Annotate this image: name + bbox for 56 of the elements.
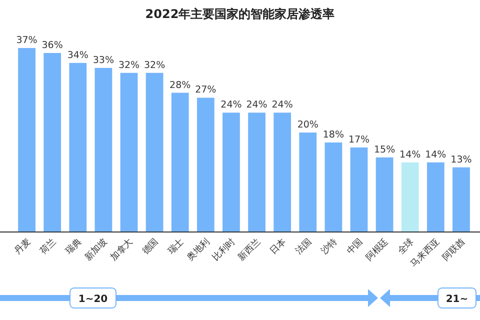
data-label: 18%	[322, 129, 344, 140]
text: 21~	[446, 294, 468, 305]
data-label: 36%	[42, 40, 63, 51]
data-label: 37%	[16, 35, 38, 46]
bar	[222, 112, 240, 232]
x-tick-label: 荷兰	[38, 236, 58, 257]
x-tick-label: 加拿大	[108, 236, 136, 264]
x-tick-label: 德国	[140, 236, 161, 257]
bar	[299, 132, 317, 232]
x-tick-label: 丹麦	[12, 236, 33, 257]
bar	[248, 112, 266, 232]
bar	[274, 112, 292, 232]
data-label: 14%	[425, 149, 446, 160]
x-tick-label: 新加坡	[82, 236, 110, 264]
x-tick-label: 沙特	[319, 236, 340, 257]
x-tick-label: 日本	[268, 236, 288, 257]
x-tick-label: 中国	[344, 236, 366, 257]
x-tick-label: 奥地利	[184, 236, 212, 264]
bar	[350, 147, 368, 232]
x-tick-label: 瑞典	[64, 236, 84, 257]
bar	[94, 68, 112, 232]
data-label: 14%	[400, 149, 421, 160]
data-label: 27%	[195, 84, 216, 96]
x-tick-label: 瑞士	[166, 236, 186, 257]
x-tick-label: 新西兰	[236, 236, 263, 264]
x-tick-label: 法国	[294, 236, 314, 257]
data-label: 32%	[144, 60, 166, 71]
bar	[324, 142, 342, 232]
data-label: 17%	[348, 134, 370, 146]
bar	[376, 157, 394, 232]
data-label: 13%	[450, 154, 472, 166]
bar	[44, 52, 62, 232]
data-label: 32%	[118, 60, 140, 71]
bar	[426, 162, 444, 232]
chart-title: 2022年主要国家的智能家居渗透率	[145, 7, 335, 21]
x-tick-label: 比利时	[210, 236, 238, 264]
bar	[18, 48, 36, 232]
bar	[196, 98, 214, 232]
data-label: 33%	[92, 54, 114, 66]
x-tick-label: 全球	[396, 236, 416, 257]
bar	[69, 62, 87, 232]
data-label: 24%	[220, 100, 242, 111]
x-tick-label: 阿根廷	[364, 236, 391, 264]
bar	[171, 92, 189, 232]
data-label: 24%	[272, 100, 293, 111]
data-label: 34%	[67, 50, 88, 61]
data-label: 15%	[374, 144, 396, 156]
bar	[452, 167, 470, 232]
data-label: 20%	[297, 120, 318, 131]
bar	[120, 72, 138, 232]
data-label: 28%	[170, 80, 191, 91]
bar	[146, 72, 164, 232]
text: 1~20	[78, 294, 108, 305]
x-tick-label: 阿联酋	[440, 236, 468, 264]
bar	[401, 162, 419, 232]
data-label: 24%	[246, 100, 268, 111]
